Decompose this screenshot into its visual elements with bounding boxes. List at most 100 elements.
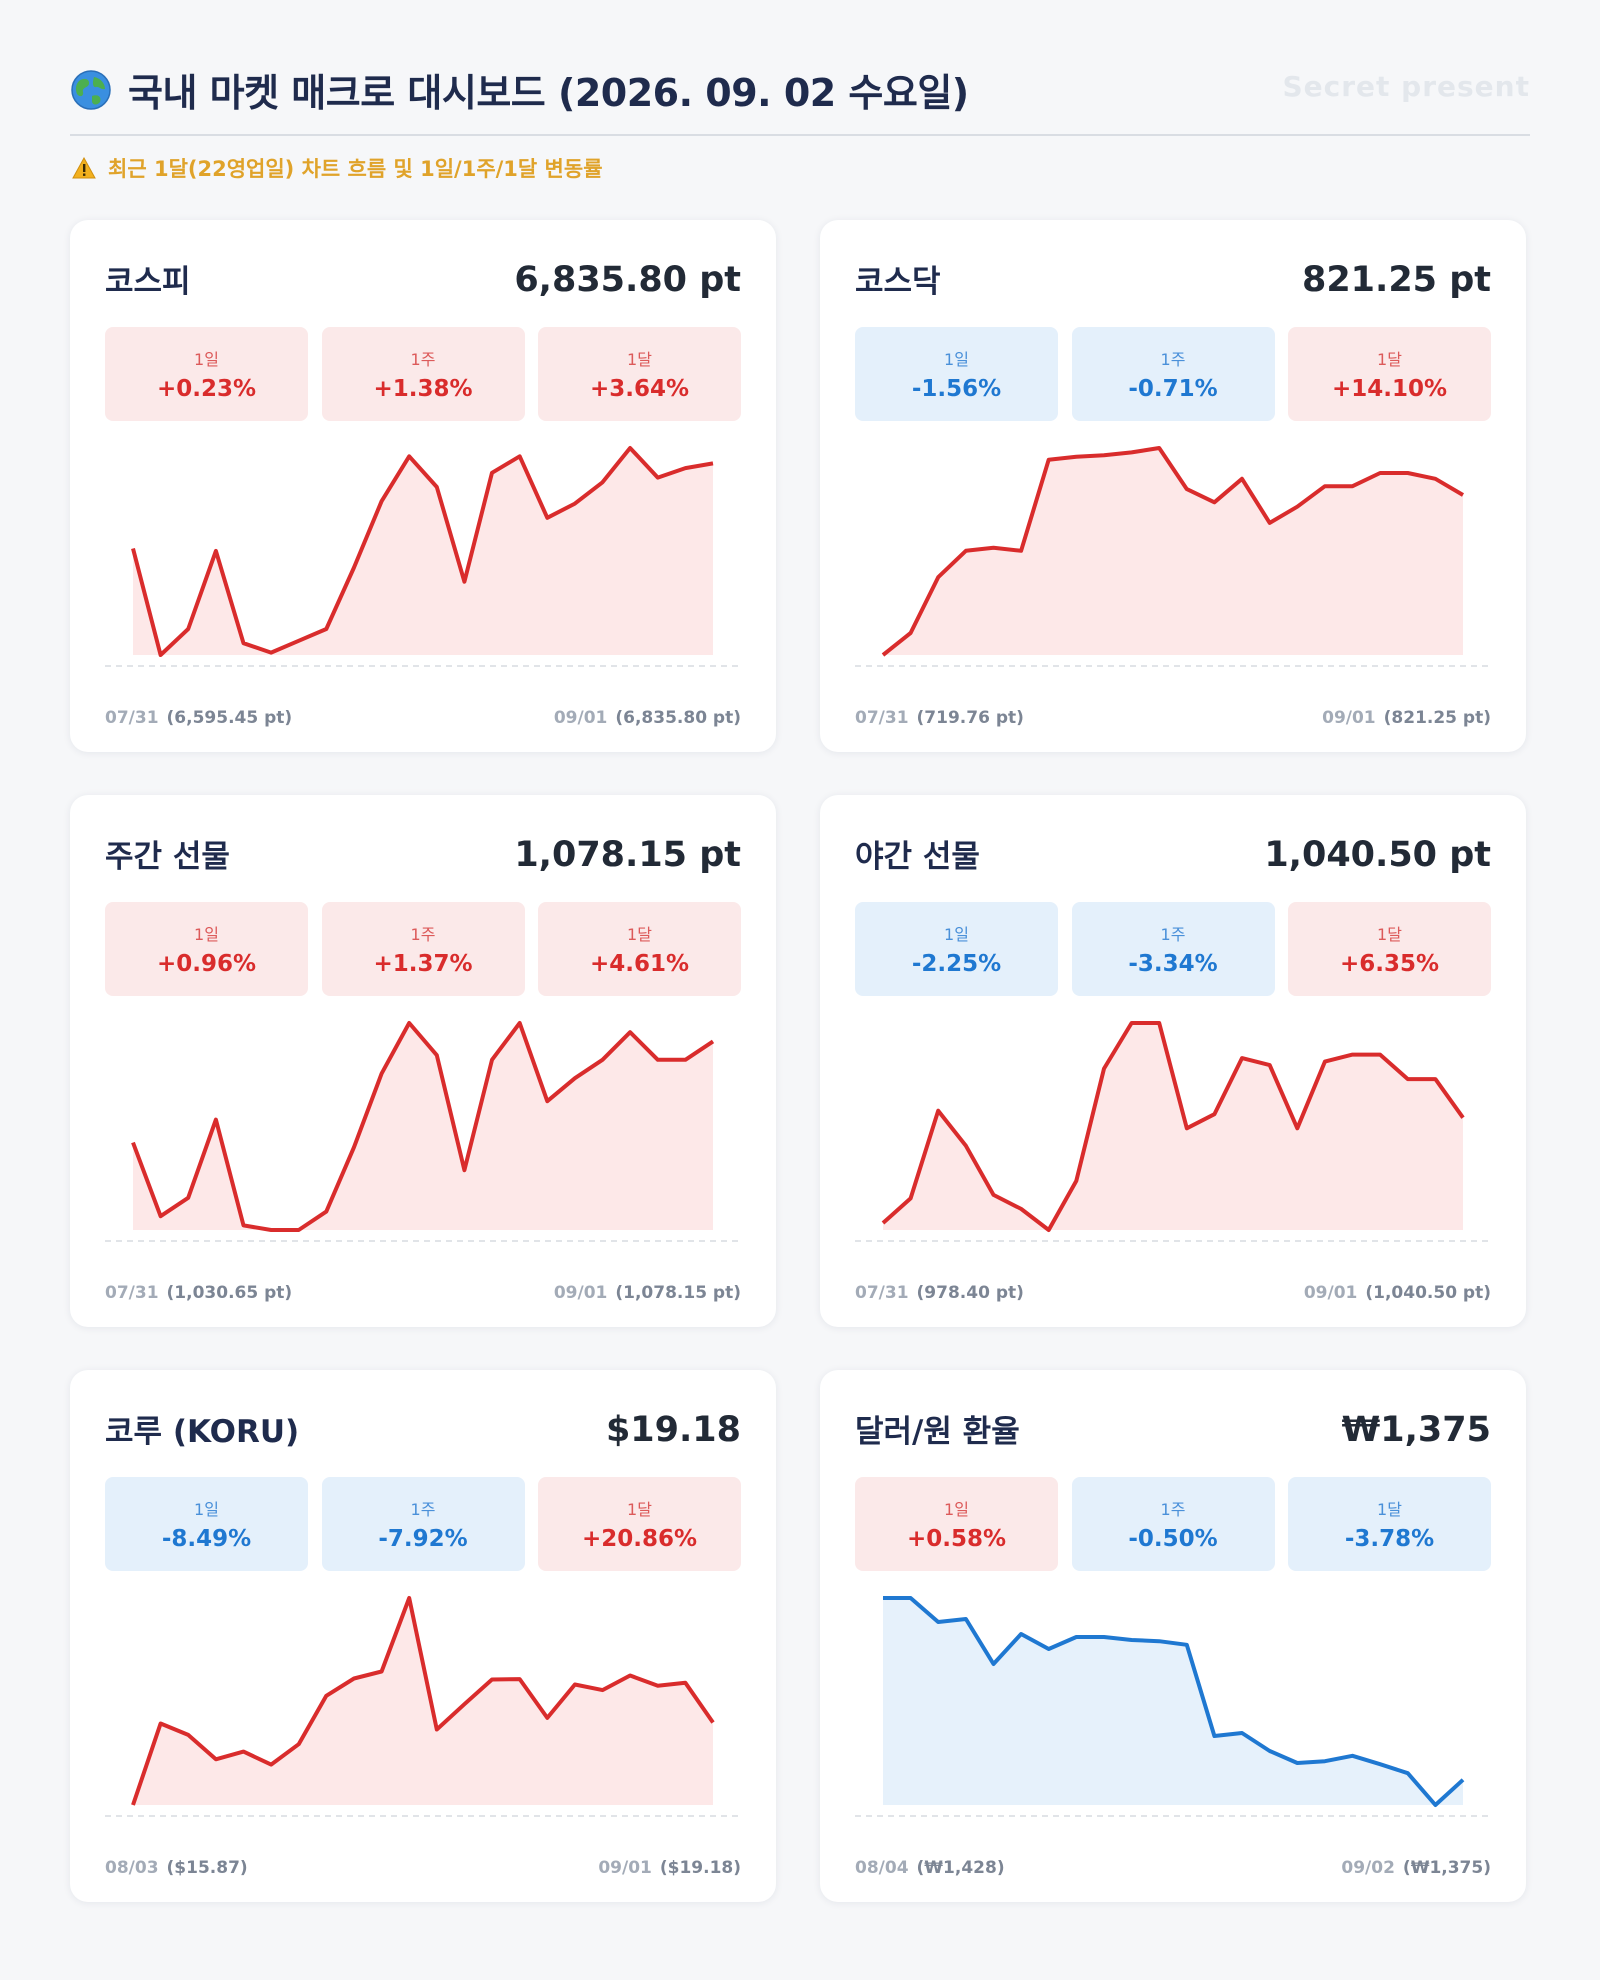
chart-end-label: 09/01 (821.25 pt) (1322, 708, 1491, 728)
change-period-label: 1주 (410, 1500, 436, 1519)
chart-end-label: 09/01 (1,078.15 pt) (554, 1283, 741, 1303)
card-title: 주간 선물 (105, 839, 230, 875)
end-date: 09/01 (553, 1283, 608, 1303)
chart-start-label: 07/31 (978.40 pt) (855, 1283, 1024, 1303)
start-date: 07/31 (855, 1283, 909, 1303)
change-period-label: 1달 (627, 350, 652, 369)
change-chip: 1일 +0.58% (855, 1477, 1058, 1571)
card-title: 달러/원 환율 (855, 1414, 1020, 1450)
change-period-label: 1일 (944, 925, 969, 944)
change-chip: 1주 +1.37% (321, 902, 525, 996)
chart-area-fill (133, 448, 713, 655)
start-value: (₩1,428) (916, 1858, 1005, 1878)
end-value: (1,040.50 pt) (1365, 1283, 1491, 1303)
change-percent: -2.25% (911, 951, 1002, 977)
warning-icon (72, 157, 96, 179)
start-value: (719.76 pt) (916, 708, 1024, 728)
start-date: 08/04 (855, 1858, 909, 1878)
change-chip: 1주 +1.38% (321, 327, 525, 421)
change-chips: 1일 -2.25% 1주 -3.34% 1달 +6.35% (855, 902, 1491, 996)
start-date: 07/31 (105, 708, 159, 728)
change-period-label: 1주 (1160, 1500, 1186, 1519)
chart-start-label: 07/31 (6,595.45 pt) (105, 708, 292, 728)
change-period-label: 1주 (1160, 925, 1186, 944)
change-percent: -3.34% (1128, 951, 1218, 977)
change-chip: 1주 -7.92% (321, 1477, 525, 1571)
end-date: 09/01 (553, 708, 608, 728)
chart-line (131, 446, 714, 657)
chart-line (881, 1021, 1465, 1232)
chart-line (881, 446, 1465, 657)
change-percent: +6.35% (1339, 951, 1440, 977)
card-title: 야간 선물 (855, 839, 980, 875)
change-chip: 1달 +20.86% (538, 1477, 741, 1571)
change-period-label: 1일 (944, 350, 969, 369)
change-chip: 1달 +14.10% (1288, 327, 1491, 421)
change-chip: 1달 +4.61% (538, 902, 741, 996)
start-value: ($15.87) (166, 1858, 248, 1878)
chart-end-label: 09/01 (6,835.80 pt) (554, 708, 741, 728)
change-percent: +3.64% (589, 376, 690, 402)
end-date: 09/02 (1341, 1858, 1395, 1878)
current-value: 1,078.15 pt (514, 835, 741, 875)
change-chip: 1달 -3.78% (1288, 1477, 1491, 1571)
change-period-label: 1일 (194, 350, 219, 369)
change-percent: +1.38% (373, 376, 473, 402)
chart-area-fill (133, 1023, 713, 1230)
current-value: $19.18 (605, 1410, 741, 1450)
current-value: ₩1,375 (1341, 1410, 1491, 1450)
current-value: 1,040.50 pt (1264, 835, 1491, 875)
end-date: 09/01 (1303, 1283, 1358, 1303)
change-chip: 1주 -0.50% (1071, 1477, 1275, 1571)
change-period-label: 1달 (1377, 1500, 1402, 1519)
end-value: ($19.18) (659, 1858, 741, 1878)
change-percent: -1.56% (911, 376, 1002, 402)
change-chip: 1주 -3.34% (1071, 902, 1275, 996)
card-title: 코스피 (105, 264, 191, 300)
chart-start-label: 08/03 ($15.87) (105, 1858, 248, 1878)
change-period-label: 1달 (627, 1500, 652, 1519)
page-title: 국내 마켓 매크로 대시보드 (2026. 09. 02 수요일) (128, 71, 969, 115)
card-usd-krw: 달러/원 환율 ₩1,375 1일 +0.58% 1주 -0.50% 1달 -3… (820, 1370, 1526, 1902)
chart-area-fill (133, 1598, 713, 1805)
card-title: 코루 (KORU) (105, 1414, 300, 1450)
start-value: (1,030.65 pt) (166, 1283, 293, 1303)
globe-icon (71, 69, 111, 110)
trend-chart (855, 446, 1491, 667)
change-percent: +0.96% (156, 951, 257, 977)
change-chip: 1일 -8.49% (105, 1477, 308, 1571)
chart-start-label: 08/04 (₩1,428) (855, 1858, 1005, 1878)
change-chips: 1일 -8.49% 1주 -7.92% 1달 +20.86% (105, 1477, 741, 1571)
card-kospi: 코스피 6,835.80 pt 1일 +0.23% 1주 +1.38% 1달 +… (70, 220, 776, 752)
trend-chart (105, 1021, 741, 1242)
brand-watermark: Secret present (1282, 70, 1530, 103)
dashboard-header: 국내 마켓 매크로 대시보드 (2026. 09. 02 수요일) Secret… (70, 62, 1530, 136)
end-value: (1,078.15 pt) (615, 1283, 741, 1303)
start-date: 07/31 (855, 708, 909, 728)
change-percent: -3.78% (1344, 1526, 1435, 1552)
chart-end-label: 09/01 ($19.18) (598, 1858, 741, 1878)
start-date: 08/03 (105, 1858, 159, 1878)
change-period-label: 1일 (194, 925, 219, 944)
change-chip: 1달 +6.35% (1288, 902, 1491, 996)
card-kosdaq: 코스닥 821.25 pt 1일 -1.56% 1주 -0.71% 1달 +14… (820, 220, 1526, 752)
change-percent: -0.50% (1128, 1526, 1218, 1552)
subtitle-text: 최근 1달(22영업일) 차트 흐름 및 1일/1주/1달 변동률 (108, 157, 603, 181)
subtitle-banner: 최근 1달(22영업일) 차트 흐름 및 1일/1주/1달 변동률 (72, 153, 603, 183)
trend-chart (855, 1021, 1491, 1242)
trend-chart (105, 1596, 741, 1817)
chart-line (883, 1596, 1465, 1807)
change-period-label: 1달 (1377, 925, 1402, 944)
change-chip: 1일 -1.56% (855, 327, 1058, 421)
change-percent: -0.71% (1128, 376, 1218, 402)
chart-end-label: 09/01 (1,040.50 pt) (1304, 1283, 1491, 1303)
change-chip: 1주 -0.71% (1071, 327, 1275, 421)
change-period-label: 1달 (1377, 350, 1402, 369)
change-percent: +4.61% (589, 951, 690, 977)
trend-chart (105, 446, 741, 667)
chart-area-fill (883, 448, 1463, 655)
chart-area-fill (883, 1023, 1463, 1230)
change-chip: 1달 +3.64% (538, 327, 741, 421)
start-date: 07/31 (105, 1283, 159, 1303)
chart-start-label: 07/31 (719.76 pt) (855, 708, 1024, 728)
